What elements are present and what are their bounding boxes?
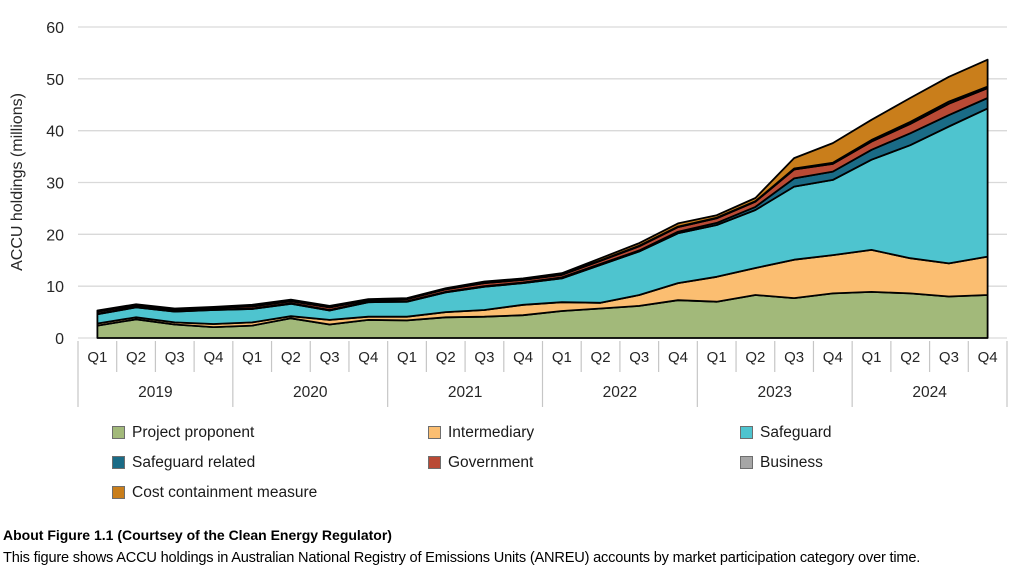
y-tick-label: 50 — [46, 72, 64, 89]
legend-item-cost-containment-measure: Cost containment measure — [112, 484, 428, 501]
x-quarter-label: Q4 — [203, 349, 223, 366]
legend-swatch-government — [428, 456, 441, 469]
y-tick-label: 0 — [55, 331, 64, 348]
x-year-label: 2021 — [448, 384, 482, 401]
legend-label: Safeguard — [760, 423, 832, 441]
legend-label: Business — [760, 453, 823, 471]
y-tick-label: 10 — [46, 279, 64, 296]
x-quarter-label: Q3 — [474, 349, 494, 366]
x-year-label: 2020 — [293, 384, 328, 401]
legend-label: Project proponent — [132, 423, 255, 441]
x-quarter-label: Q1 — [552, 349, 572, 366]
y-tick-label: 60 — [46, 20, 64, 37]
legend-item-government: Government — [428, 454, 740, 471]
legend-swatch-safeguard — [740, 426, 753, 439]
x-quarter-label: Q4 — [513, 349, 533, 366]
legend-item-business: Business — [740, 454, 1002, 471]
x-quarter-label: Q3 — [320, 349, 340, 366]
x-quarter-label: Q1 — [862, 349, 882, 366]
legend-item-safeguard: Safeguard — [740, 424, 1002, 441]
x-quarter-label: Q2 — [281, 349, 301, 366]
caption-body: This figure shows ACCU holdings in Austr… — [3, 550, 921, 566]
y-tick-label: 20 — [46, 227, 64, 244]
x-quarter-label: Q1 — [87, 349, 107, 366]
x-quarter-label: Q4 — [358, 349, 378, 366]
x-quarter-label: Q2 — [591, 349, 611, 366]
x-quarter-label: Q2 — [436, 349, 456, 366]
y-tick-label: 40 — [46, 124, 64, 141]
legend-label: Cost containment measure — [132, 483, 318, 501]
x-quarter-label: Q2 — [745, 349, 765, 366]
legend-item-intermediary: Intermediary — [428, 424, 740, 441]
legend-swatch-safeguard-related — [112, 456, 125, 469]
x-quarter-label: Q3 — [165, 349, 185, 366]
x-year-label: 2024 — [912, 384, 947, 401]
legend-item-safeguard-related: Safeguard related — [112, 454, 428, 471]
legend-swatch-project-proponent — [112, 426, 125, 439]
x-quarter-label: Q3 — [629, 349, 649, 366]
legend-swatch-cost-containment-measure — [112, 486, 125, 499]
x-quarter-label: Q3 — [784, 349, 804, 366]
x-quarter-label: Q3 — [939, 349, 959, 366]
figure-caption: About Figure 1.1 (Courtsey of the Clean … — [3, 527, 1017, 566]
x-quarter-label: Q4 — [978, 349, 998, 366]
x-year-label: 2023 — [758, 384, 792, 401]
x-year-label: 2022 — [603, 384, 637, 401]
x-quarter-label: Q4 — [668, 349, 688, 366]
legend-swatch-intermediary — [428, 426, 441, 439]
caption-title: About Figure 1.1 (Courtsey of the Clean … — [3, 527, 392, 543]
x-quarter-label: Q1 — [707, 349, 727, 366]
legend-label: Safeguard related — [132, 453, 256, 471]
x-quarter-label: Q2 — [900, 349, 920, 366]
x-quarter-label: Q1 — [242, 349, 262, 366]
legend-item-project-proponent: Project proponent — [112, 424, 428, 441]
x-quarter-label: Q4 — [823, 349, 843, 366]
y-tick-label: 30 — [46, 176, 64, 193]
accu-holdings-stacked-area-chart: 0 10 20 30 40 50 60 Q1 Q2 Q3 Q4 Q1 Q2 Q3 Q4 Q1 Q2 Q3 Q4 Q1 Q… — [9, 20, 1008, 407]
legend-swatch-business — [740, 456, 753, 469]
y-axis-title: ACCU holdings (millions) — [9, 93, 26, 271]
x-quarter-label: Q2 — [126, 349, 146, 366]
chart-legend: Project proponent Intermediary Safeguard… — [112, 424, 1002, 501]
x-quarter-label: Q1 — [397, 349, 417, 366]
legend-label: Government — [448, 453, 534, 471]
legend-label: Intermediary — [448, 423, 535, 441]
x-year-label: 2019 — [138, 384, 172, 401]
area-cost-containment-measure — [96, 58, 989, 313]
